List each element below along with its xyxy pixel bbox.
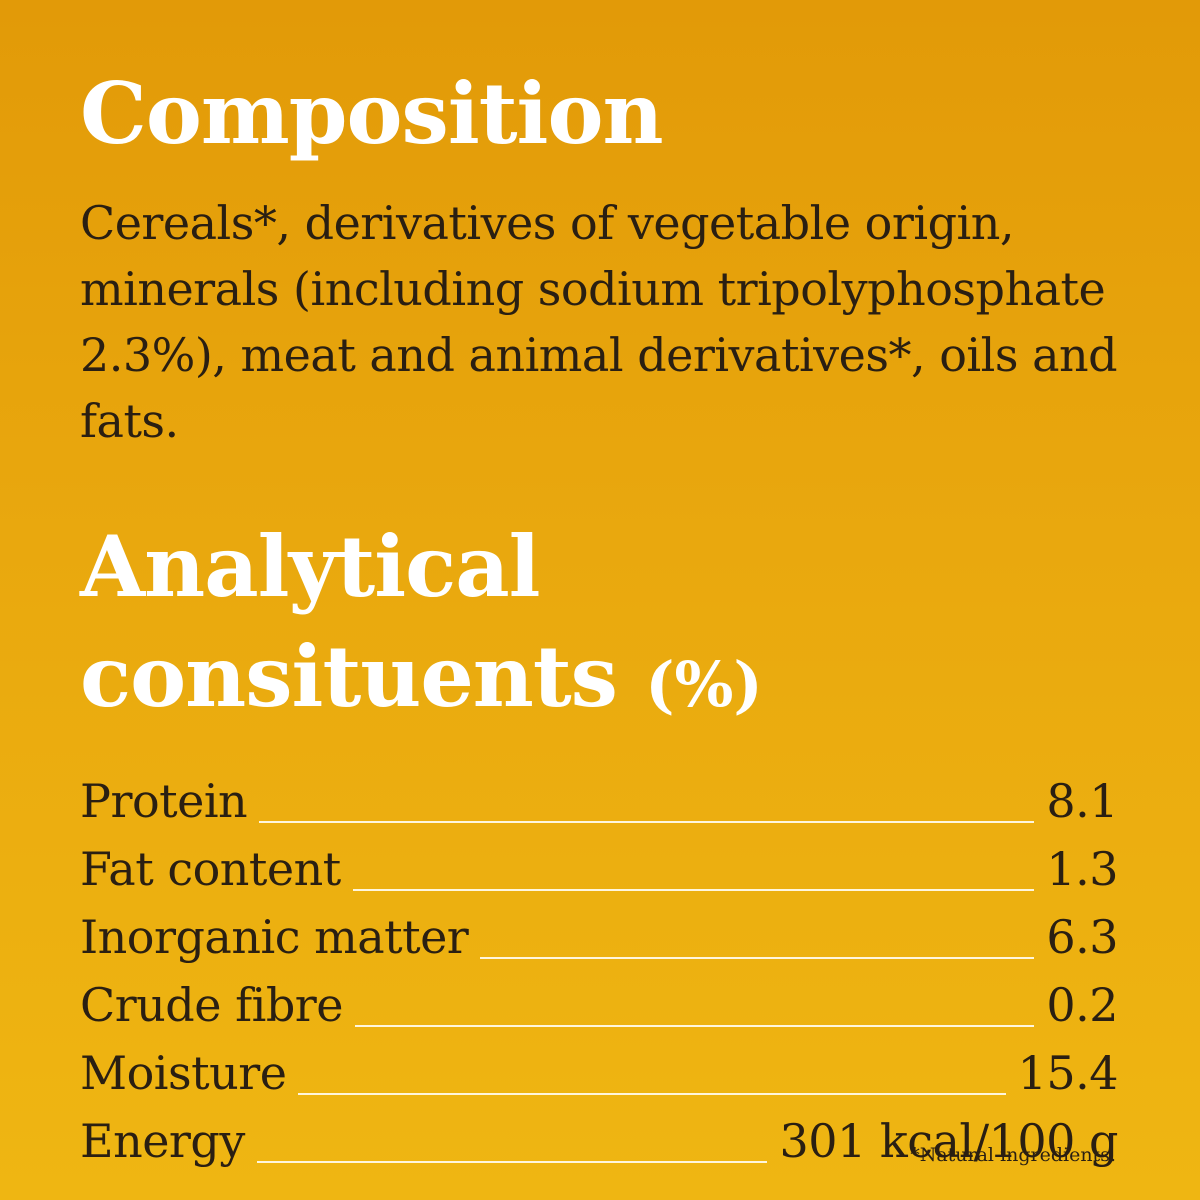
constituent-value: 0.2: [1046, 978, 1118, 1032]
constituent-row-inorganic-matter: Inorganic matter 6.3: [80, 910, 1118, 978]
analytical-title-line2: consituents: [80, 627, 618, 726]
constituent-value: 6.3: [1046, 910, 1118, 964]
constituent-label: Fat content: [80, 842, 341, 896]
constituent-value: 15.4: [1017, 1046, 1119, 1100]
leader-line: [298, 1093, 1006, 1095]
analytical-title-line1: Analytical: [80, 517, 541, 616]
constituent-label: Crude fibre: [80, 978, 344, 1032]
constituent-label: Energy: [80, 1114, 245, 1168]
leader-line: [480, 957, 1035, 959]
constituent-row-moisture: Moisture 15.4: [80, 1046, 1119, 1114]
analytical-heading: Analytical consituents (%): [80, 512, 1120, 740]
composition-heading: Composition: [80, 72, 1120, 156]
constituents-list: Protein 8.1 Fat content 1.3 Inorganic ma…: [80, 774, 1119, 1182]
analytical-unit: (%): [645, 648, 763, 721]
constituent-value: 301 kcal/100 g: [779, 1114, 1118, 1168]
constituent-value: 8.1: [1046, 774, 1118, 828]
constituent-row-fat-content: Fat content 1.3: [80, 842, 1118, 910]
leader-line: [352, 889, 1035, 891]
leader-line: [355, 1025, 1035, 1027]
leader-line: [256, 1161, 768, 1163]
footnote: *Natural ingredients.: [910, 1144, 1116, 1166]
constituent-row-energy: Energy 301 kcal/100 g: [80, 1114, 1118, 1182]
constituent-value: 1.3: [1046, 842, 1118, 896]
leader-line: [259, 821, 1035, 823]
composition-text: Cereals*, derivatives of vegetable origi…: [80, 196, 1118, 448]
composition-title: Composition: [80, 64, 664, 163]
constituent-label: Protein: [80, 774, 248, 828]
constituent-row-crude-fibre: Crude fibre 0.2: [80, 978, 1118, 1046]
constituent-label: Moisture: [80, 1046, 287, 1100]
constituent-label: Inorganic matter: [80, 910, 469, 964]
constituent-row-protein: Protein 8.1: [80, 774, 1118, 842]
